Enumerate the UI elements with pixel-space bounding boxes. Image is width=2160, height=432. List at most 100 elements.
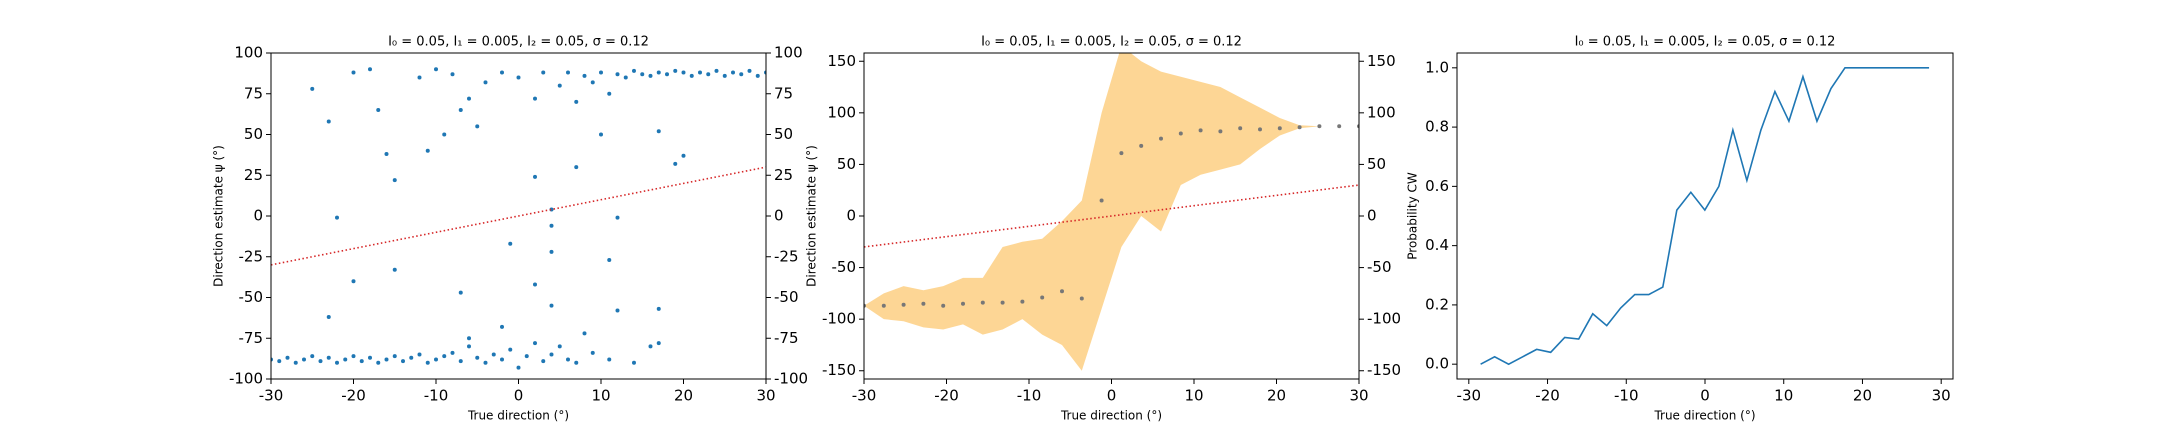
point (467, 344, 471, 349)
point (1198, 128, 1203, 133)
point (533, 174, 537, 179)
point (1000, 300, 1005, 305)
point (392, 178, 397, 183)
point (326, 119, 331, 124)
y-axis-label: Probability CW (1406, 172, 1420, 260)
point (921, 301, 926, 306)
point (351, 279, 356, 284)
axes-frame (863, 52, 1360, 380)
point (698, 70, 702, 75)
x-tick-label: 30 (1349, 387, 1368, 405)
point (1317, 124, 1322, 129)
x-tick-label: 10 (1184, 387, 1203, 405)
point (516, 365, 521, 370)
y2-tick-label: 25 (774, 166, 793, 184)
x-axis-label: True direction (°) (1060, 409, 1162, 423)
band (864, 53, 1359, 371)
point (731, 70, 735, 75)
plot-area (864, 53, 1359, 371)
x-tick-label: -20 (341, 387, 366, 405)
x-tick-label: 10 (591, 387, 610, 405)
x-tick-label: -30 (852, 387, 877, 405)
point (467, 96, 471, 101)
x-tick-label: 0 (514, 387, 524, 405)
y-tick-label: 100 (234, 44, 263, 62)
point (1099, 198, 1104, 203)
point (533, 341, 537, 346)
x-tick-label: -10 (1017, 387, 1042, 405)
x-tick-label: -10 (424, 387, 449, 405)
x-tick-label: -30 (259, 387, 284, 405)
y2-tick-label: -50 (774, 288, 799, 306)
point (673, 161, 678, 166)
point (483, 360, 488, 365)
point (557, 344, 562, 349)
point (549, 352, 554, 357)
axes-frame (1456, 52, 1954, 380)
point (706, 72, 711, 77)
point (1218, 129, 1223, 134)
point (640, 72, 645, 77)
point (425, 360, 430, 365)
point (541, 70, 546, 75)
y-tick-label: -50 (832, 258, 857, 276)
point (549, 303, 554, 308)
point (417, 75, 422, 80)
point (1020, 299, 1025, 304)
point (739, 72, 744, 77)
point (590, 350, 595, 355)
y-tick-label: 50 (837, 155, 856, 173)
y2-tick-label: -150 (1367, 361, 1401, 379)
point (417, 352, 422, 357)
point (755, 73, 760, 78)
y2-tick-label: -25 (774, 247, 799, 265)
point (310, 86, 315, 91)
point (458, 108, 463, 113)
y-tick-label: 0 (253, 207, 263, 225)
point (557, 83, 562, 88)
point (368, 67, 372, 72)
x-tick-label: -20 (1535, 387, 1560, 405)
point (648, 73, 653, 78)
chart-title: I₀ = 0.05, I₁ = 0.005, I₂ = 0.05, σ = 0.… (981, 35, 1242, 50)
point (607, 91, 612, 96)
panel: -30 -20 -10 0 10 20 30-150-100-50050100150-150… (805, 35, 1402, 423)
y2-tick-label: 100 (1367, 103, 1396, 121)
point (467, 336, 471, 341)
point (450, 350, 455, 355)
point (656, 129, 661, 134)
point (384, 357, 389, 362)
point (285, 355, 290, 360)
y2-tick-label: 50 (774, 125, 793, 143)
point (302, 357, 306, 362)
y2-tick-label: -100 (1367, 310, 1401, 328)
axes-frame (270, 52, 767, 380)
y-tick-label: 0.0 (1425, 355, 1449, 373)
point (310, 354, 315, 359)
y-tick-label: -25 (239, 247, 264, 265)
point (1337, 124, 1342, 129)
point (714, 68, 719, 73)
point (475, 124, 480, 129)
x-tick-label: 0 (1107, 387, 1117, 405)
point (326, 355, 331, 360)
y-tick-label: -50 (239, 288, 264, 306)
point (681, 153, 686, 158)
y2-tick-label: -75 (774, 329, 799, 347)
point (500, 357, 504, 362)
point (359, 359, 364, 364)
point (277, 359, 282, 364)
point (392, 354, 397, 359)
x-tick-label: 0 (1700, 387, 1710, 405)
point (368, 355, 372, 360)
y-tick-label: 50 (244, 125, 263, 143)
point (293, 360, 298, 365)
point (1178, 131, 1183, 136)
point (335, 360, 339, 365)
x-tick-label: 30 (1932, 387, 1951, 405)
x-tick-label: -30 (1457, 387, 1482, 405)
x-tick-label: 20 (1853, 387, 1872, 405)
point (747, 68, 752, 73)
point (425, 148, 430, 153)
point (392, 267, 397, 272)
